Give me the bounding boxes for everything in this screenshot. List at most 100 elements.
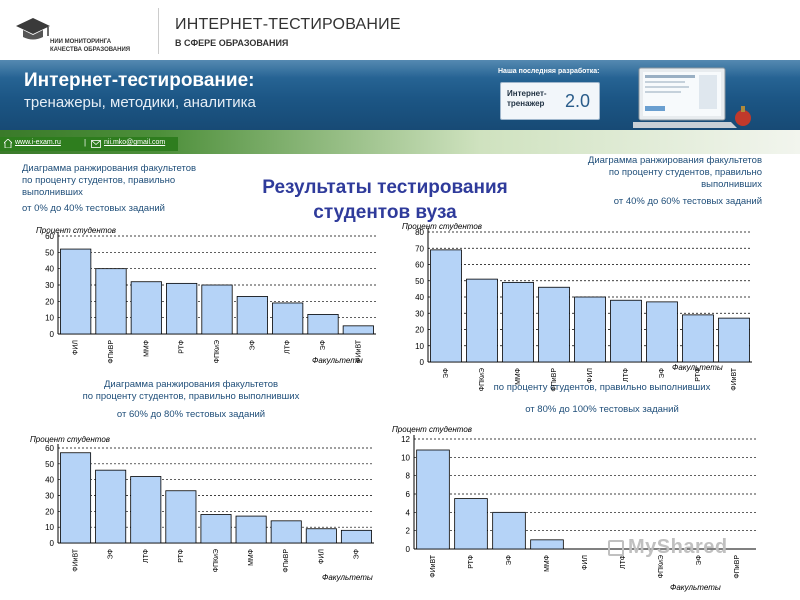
y-tick-label: 40 — [45, 265, 54, 274]
x-tick-label: ФПиВР — [734, 555, 741, 579]
y-tick-label: 0 — [420, 358, 425, 367]
x-axis-label: Факультеты — [672, 363, 723, 372]
x-tick-label: ФИЛ — [587, 368, 594, 383]
caption-chart-2: Диаграмма ранжирования факультетов по пр… — [540, 155, 762, 208]
bar — [430, 249, 462, 363]
x-tick-label: ЛТФ — [143, 549, 150, 563]
y-tick-label: 40 — [415, 293, 424, 302]
y-tick-label: 50 — [45, 248, 54, 257]
y-tick-label: 20 — [45, 297, 54, 306]
bar — [502, 281, 534, 363]
x-tick-label: ММФ — [515, 368, 522, 385]
x-tick-label: ЛТФ — [623, 368, 630, 382]
y-tick-label: 4 — [406, 508, 411, 517]
link-bar-links: www.i-exam.ru | nii.mko@gmail.com — [0, 137, 178, 151]
x-tick-label: ФИЛ — [318, 549, 325, 564]
bar — [200, 514, 232, 544]
product-version: 2.0 — [565, 91, 591, 111]
bar — [342, 325, 374, 335]
banner-title: Интернет-тестирование: — [24, 70, 255, 91]
product-badge[interactable]: Интернет- тренажер 2.0 — [500, 82, 600, 120]
bar — [270, 520, 302, 544]
bar — [538, 286, 570, 363]
y-tick-label: 0 — [406, 545, 411, 554]
email-link[interactable]: nii.mko@gmail.com — [104, 139, 166, 146]
caption-4-line1: по проценту студентов, правильно выполни… — [493, 382, 711, 393]
bar — [60, 452, 92, 544]
bar — [492, 511, 526, 550]
bar-chart-0-40: 0 10 20 30 40 50 60 ФИЛ ФПиВР ММФ РТФ ФПКиЭ ЭФ ЛТФ ЭФ Ф… — [36, 226, 376, 365]
caption-2-line2: по проценту студентов, правильно — [608, 167, 762, 178]
bar — [130, 476, 162, 544]
x-tick-label: ЭФ — [320, 340, 327, 350]
y-axis-label: Процент студентов — [36, 226, 116, 235]
banner: Интернет-тестирование: тренажеры, методи… — [0, 60, 800, 130]
x-tick-label: ФИиВТ — [430, 554, 437, 577]
x-tick-label: ЭФ — [659, 368, 666, 378]
banner-subtitle: тренажеры, методики, аналитика — [24, 94, 256, 111]
x-tick-label: ФПКиЭ — [214, 340, 221, 363]
y-tick-label: 60 — [45, 444, 54, 453]
x-tick-label: РТФ — [695, 368, 702, 382]
bar — [165, 490, 197, 544]
org-name-line2: КАЧЕСТВА ОБРАЗОВАНИЯ — [50, 47, 131, 53]
divider — [158, 8, 159, 54]
org-name-line1: НИИ МОНИТОРИНГА — [50, 39, 112, 45]
bar — [574, 296, 606, 363]
caption-3-line2: по проценту студентов, правильно выполни… — [82, 391, 300, 402]
x-tick-label: ЭФ — [108, 549, 115, 559]
bar — [60, 248, 92, 335]
caption-chart-3: Диаграмма ранжирования факультетов по пр… — [60, 379, 322, 421]
bar — [95, 469, 127, 544]
graduation-cap-icon — [16, 18, 50, 40]
caption-2-line1: Диаграмма ранжирования факультетов — [587, 155, 762, 166]
caption-2-line3: выполнивших — [701, 179, 762, 190]
x-tick-label: ЛТФ — [620, 555, 627, 569]
page-title-line1: Результаты тестирования — [262, 177, 508, 198]
bar — [235, 515, 267, 544]
org-name: НИИ МОНИТОРИНГА КАЧЕСТВА ОБРАЗОВАНИЯ — [50, 38, 130, 54]
bar — [610, 299, 642, 363]
caption-1-line1: Диаграмма ранжирования факультетов — [22, 163, 197, 174]
caption-3-range: от 60% до 80% тестовых заданий — [116, 409, 266, 420]
y-tick-label: 0 — [50, 330, 55, 339]
product-name-line2: тренажер — [507, 99, 545, 108]
x-tick-label: ММФ — [544, 555, 551, 572]
page-title: Результаты тестирования студентов вуза — [230, 175, 540, 225]
x-tick-label: ФИЛ — [582, 555, 589, 570]
site-header: НИИ МОНИТОРИНГА КАЧЕСТВА ОБРАЗОВАНИЯ ИНТ… — [0, 0, 800, 60]
laptop-illustration-icon — [633, 67, 751, 128]
bar — [305, 528, 337, 544]
bar — [272, 302, 304, 335]
x-tick-label: ММФ — [143, 340, 150, 357]
x-tick-label: ФПКиЭ — [479, 368, 486, 391]
logo[interactable]: НИИ МОНИТОРИНГА КАЧЕСТВА ОБРАЗОВАНИЯ — [6, 10, 156, 54]
page-title-line2: студентов вуза — [313, 202, 457, 223]
x-tick-label: ФИиВТ — [731, 367, 738, 390]
y-tick-label: 60 — [415, 261, 424, 270]
caption-4-range: от 80% до 100% тестовых заданий — [525, 404, 679, 415]
y-tick-label: 20 — [415, 326, 424, 335]
y-tick-label: 30 — [415, 309, 424, 318]
y-tick-label: 30 — [45, 492, 54, 501]
mail-icon — [91, 140, 101, 148]
caption-chart-1: Диаграмма ранжирования факультетов по пр… — [22, 163, 196, 215]
site-link[interactable]: www.i-exam.ru — [15, 139, 61, 146]
bar — [718, 317, 750, 363]
x-tick-label: РТФ — [178, 549, 185, 563]
y-tick-label: 10 — [45, 523, 54, 532]
caption-1-range: от 0% до 40% тестовых заданий — [22, 203, 165, 214]
bar — [530, 539, 564, 550]
product-name: Интернет- тренажер — [507, 89, 547, 109]
x-tick-label: ФПКиЭ — [658, 555, 665, 578]
x-tick-label: РТФ — [468, 555, 475, 569]
y-tick-label: 60 — [45, 232, 54, 241]
x-axis-label: Факультеты — [312, 356, 363, 365]
x-tick-label: ФИЛ — [73, 340, 80, 355]
x-tick-label: ЛТФ — [285, 340, 292, 354]
x-tick-label: ЭФ — [249, 340, 256, 350]
bar-chart-60-80: 0 10 20 30 40 50 60 ФИиВТ ЭФ ЛТФ РТФ ФПКиЭ ММФ ФПиВР Ф… — [30, 435, 374, 582]
bar — [236, 296, 268, 335]
x-axis-label: Факультеты — [670, 583, 721, 592]
caption-2-range: от 40% до 60% тестовых заданий — [613, 196, 762, 207]
